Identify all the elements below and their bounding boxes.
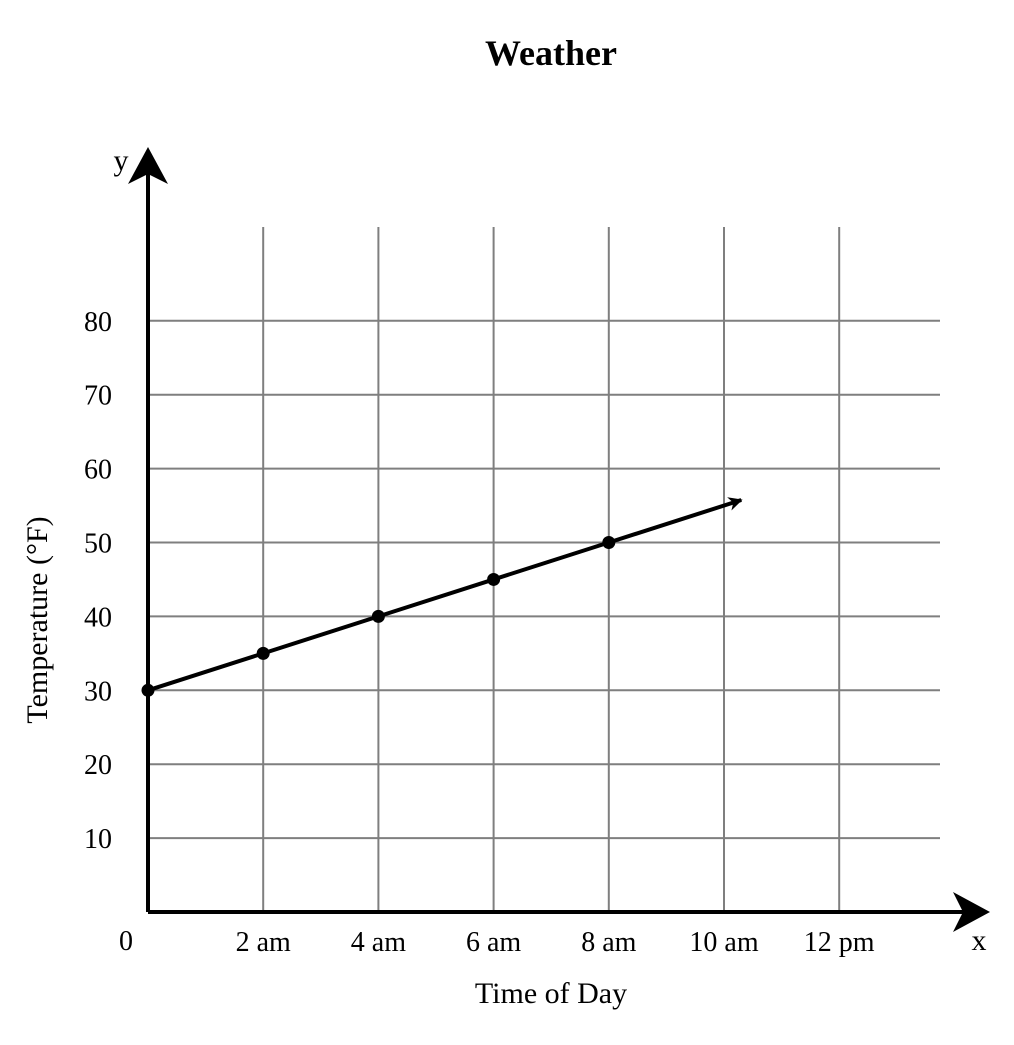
y-tick-label: 40 xyxy=(84,602,112,633)
x-tick-label: 2 am xyxy=(236,927,291,958)
data-point xyxy=(602,536,616,549)
x-axis-arrow-icon xyxy=(953,892,990,932)
series-group xyxy=(141,497,743,697)
y-tick-label: 30 xyxy=(84,676,112,707)
x-tick-label: 10 am xyxy=(689,927,758,958)
y-axis-letter: y xyxy=(114,144,129,177)
grid xyxy=(148,227,940,912)
x-axis-title: Time of Day xyxy=(475,977,627,1010)
x-axis-letter: x xyxy=(972,924,987,957)
y-axis-title: Temperature (°F) xyxy=(21,516,54,723)
axes xyxy=(128,147,990,932)
origin-label: 0 xyxy=(119,926,133,957)
x-tick-label: 4 am xyxy=(351,927,406,958)
x-tick-label: 6 am xyxy=(466,927,521,958)
y-tick-label: 80 xyxy=(84,307,112,338)
y-tick-label: 60 xyxy=(84,455,112,486)
data-point xyxy=(487,572,501,586)
chart-title: Weather xyxy=(485,33,617,73)
y-tick-label: 70 xyxy=(84,381,112,412)
series-line xyxy=(147,497,743,693)
data-point xyxy=(141,683,155,697)
y-axis-arrow-icon xyxy=(128,147,168,184)
y-tick-label: 50 xyxy=(84,529,112,560)
data-point xyxy=(256,646,270,660)
tick-labels: 10 20 30 40 50 60 70 80 2 am 4 am 6 am 8 am 10 am 12 … xyxy=(84,307,875,958)
x-tick-label: 12 pm xyxy=(804,927,875,958)
x-tick-label: 8 am xyxy=(581,927,636,958)
y-tick-label: 10 xyxy=(84,824,112,855)
data-point xyxy=(371,609,385,623)
y-tick-label: 20 xyxy=(84,750,112,781)
